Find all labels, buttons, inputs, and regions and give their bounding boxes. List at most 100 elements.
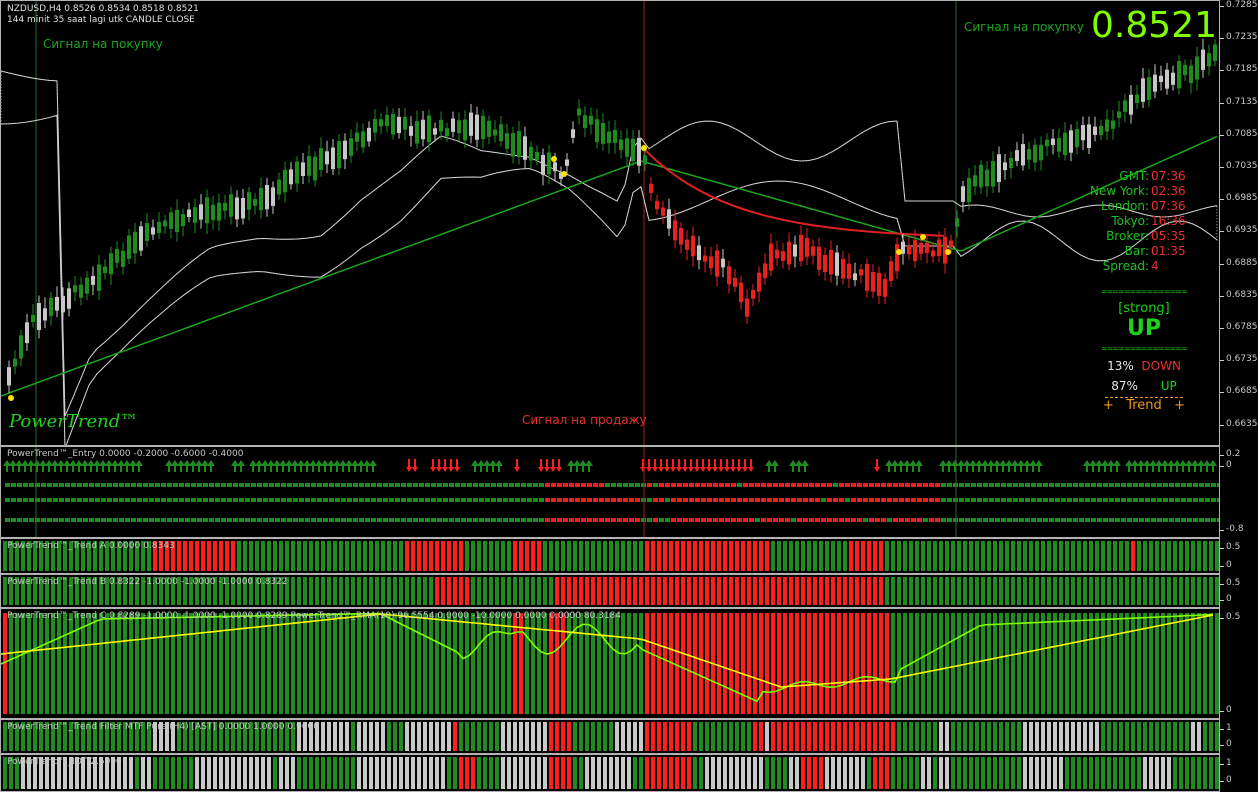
histogram-bar xyxy=(1161,577,1165,605)
histogram-bar xyxy=(189,613,193,714)
entry-indicator-pane[interactable]: PowerTrend™_Entry 0.0000 -0.2000 -0.6000… xyxy=(0,446,1220,538)
entry-state-dot xyxy=(827,498,832,502)
entry-state-dot xyxy=(767,483,772,487)
entry-state-dot xyxy=(1103,483,1108,487)
histogram-bar xyxy=(993,757,997,789)
histogram-bar xyxy=(135,613,139,714)
histogram-bar xyxy=(567,577,571,605)
histogram-bar xyxy=(333,577,337,605)
entry-state-dot xyxy=(341,483,346,487)
entry-state-dot xyxy=(209,518,214,522)
trend-c-pane[interactable]: PowerTrend™_Trend C 0.8289 -1.0000 -1.00… xyxy=(0,608,1220,719)
trend-a-pane[interactable]: PowerTrend™_Trend A 0.0000 0.8343 xyxy=(0,538,1220,574)
entry-state-dot xyxy=(767,498,772,502)
candle-body xyxy=(61,295,65,313)
histogram-bar xyxy=(51,577,55,605)
sell-arrow-icon xyxy=(706,467,712,472)
histogram-bar xyxy=(135,722,139,751)
histogram-bar xyxy=(1167,613,1171,714)
histogram-bar xyxy=(471,722,475,751)
histogram-bar xyxy=(831,541,835,571)
candle-body xyxy=(13,358,17,367)
entry-state-dot xyxy=(1157,483,1162,487)
buy-arrow-icon xyxy=(1029,460,1037,466)
entry-state-dot xyxy=(551,498,556,502)
buy-arrow-icon xyxy=(1155,460,1163,466)
candle-body xyxy=(313,156,317,181)
histogram-bar xyxy=(759,541,763,571)
buy-arrow-icon xyxy=(324,465,326,472)
entry-state-dot xyxy=(521,498,526,502)
sell-arrow-icon xyxy=(744,459,746,468)
entry-state-dot xyxy=(1079,518,1084,522)
histogram-bar xyxy=(471,541,475,571)
histogram-bar xyxy=(1011,722,1015,751)
histogram-bar xyxy=(861,541,865,571)
histogram-bar xyxy=(1203,722,1207,751)
histogram-bar xyxy=(1119,757,1123,789)
buy-arrow-icon xyxy=(1140,465,1142,472)
histogram-bar xyxy=(291,722,295,751)
buy-arrow-icon xyxy=(900,465,902,472)
histogram-bar xyxy=(1011,541,1015,571)
price-chart-canvas[interactable] xyxy=(1,1,1219,445)
histogram-bar xyxy=(1137,722,1141,751)
candle-body xyxy=(781,251,785,261)
histogram-bar xyxy=(105,757,109,789)
candle-body xyxy=(79,284,83,298)
entry-state-dot xyxy=(629,498,634,502)
idt-pane[interactable]: PowerTrend™_IDT 2.5000 xyxy=(0,754,1220,792)
candle-body xyxy=(1039,144,1043,161)
histogram-bar xyxy=(39,613,43,714)
entry-state-dot xyxy=(755,483,760,487)
entry-state-dot xyxy=(1091,498,1096,502)
histogram-bar xyxy=(381,541,385,571)
histogram-bar xyxy=(609,541,613,571)
entry-state-dot xyxy=(311,498,316,502)
entry-state-dot xyxy=(1157,498,1162,502)
histogram-bar xyxy=(273,722,277,751)
histogram-bar xyxy=(1113,541,1117,571)
histogram-bar xyxy=(1125,757,1129,789)
entry-state-dot xyxy=(413,483,418,487)
entry-state-dot xyxy=(347,483,352,487)
histogram-bar xyxy=(669,613,673,714)
histogram-bar xyxy=(639,613,643,714)
price-axis-tick: 0.6935 xyxy=(1220,225,1258,236)
histogram-bar xyxy=(555,541,559,571)
entry-state-dot xyxy=(1193,498,1198,502)
histogram-bar xyxy=(171,613,175,714)
histogram-bar xyxy=(141,722,145,751)
main-chart-pane[interactable]: NZDUSD,H4 0.8526 0.8534 0.8518 0.8521 14… xyxy=(0,0,1220,446)
entry-state-dot xyxy=(401,518,406,522)
entry-state-dot xyxy=(539,518,544,522)
trend-b-pane[interactable]: PowerTrend™_Trend B 0.8322 -1.0000 -1.00… xyxy=(0,574,1220,608)
trend-b-histogram xyxy=(3,577,1219,605)
histogram-bar xyxy=(21,613,25,714)
entry-state-dot xyxy=(605,498,610,502)
indicator-title: PowerTrend™_Trend B 0.8322 -1.0000 -1.00… xyxy=(7,577,288,587)
candle-body xyxy=(733,278,737,287)
candle-body xyxy=(331,147,335,170)
histogram-bar xyxy=(93,757,97,789)
histogram-bar xyxy=(849,757,853,789)
price-axis-tick: 0.6785 xyxy=(1220,322,1258,332)
buy-arrow-icon xyxy=(93,460,101,466)
entry-state-dot xyxy=(245,498,250,502)
entry-state-dot xyxy=(167,498,172,502)
buy-arrow-icon xyxy=(1011,460,1019,466)
histogram-bar xyxy=(339,722,343,751)
trend-filter-mtf-pane[interactable]: PowerTrend™_Trend Filter MTF Pure (H4) [… xyxy=(0,719,1220,754)
entry-state-dot xyxy=(563,518,568,522)
entry-state-dot xyxy=(1187,498,1192,502)
entry-state-dot xyxy=(707,498,712,502)
histogram-bar xyxy=(255,757,259,789)
buy-arrow-icon xyxy=(1002,465,1004,472)
candle-body xyxy=(421,119,425,140)
histogram-bar xyxy=(201,722,205,751)
entry-state-dot xyxy=(677,518,682,522)
histogram-bar xyxy=(243,722,247,751)
histogram-bar xyxy=(9,577,13,605)
entry-state-dot xyxy=(617,518,622,522)
histogram-bar xyxy=(651,722,655,751)
